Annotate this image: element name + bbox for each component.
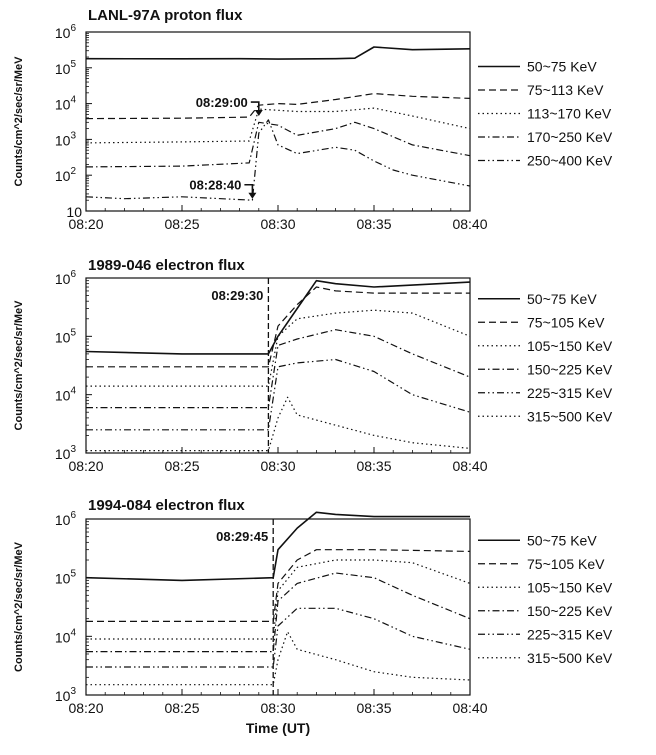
legend-label: 150~225 KeV: [527, 361, 613, 377]
legend-label: 225~315 KeV: [527, 385, 613, 401]
y-tick-label: 106: [55, 23, 77, 41]
x-tick-label: 08:35: [356, 458, 391, 474]
series-line-5: [86, 358, 471, 431]
legend-label: 113~170 KeV: [527, 106, 612, 122]
y-tick-label: 104: [55, 627, 77, 645]
legend-label: 105~150 KeV: [527, 579, 613, 595]
series-line-2: [86, 286, 470, 368]
y-tick-label: 104: [55, 95, 77, 113]
y-axis-label: Counts/cm^2/sec/sr/MeV: [13, 541, 25, 672]
series-line-6: [86, 396, 471, 452]
legend-label: 50~75 KeV: [527, 59, 597, 75]
legend-label: 150~225 KeV: [527, 603, 613, 619]
y-tick-label: 103: [55, 444, 77, 462]
y-tick-label: 103: [55, 686, 77, 704]
series-line-2: [86, 549, 471, 623]
onset-arrowhead: [248, 192, 257, 199]
x-tick-label: 08:35: [356, 216, 391, 232]
y-tick-label: 104: [55, 386, 77, 404]
x-tick-label: 08:40: [452, 216, 487, 232]
y-tick-label: 105: [55, 59, 77, 77]
x-tick-label: 08:30: [260, 458, 295, 474]
legend-label: 170~250 KeV: [527, 129, 613, 145]
y-tick-label: 105: [55, 569, 77, 587]
onset-label: 08:28:40: [189, 178, 241, 193]
x-tick-label: 08:25: [164, 700, 199, 716]
x-tick-label: 08:40: [452, 700, 487, 716]
legend-label: 315~500 KeV: [527, 408, 613, 424]
y-tick-label: 105: [55, 327, 77, 345]
x-axis-label: Time (UT): [246, 720, 310, 736]
panel-title: 1994-084 electron flux: [88, 497, 245, 514]
panel-2: 1989-046 electron flux 103 104 105 106 08:20 0…: [13, 257, 613, 474]
y-axis-label: Counts/cm^2/sec/sr/MeV: [13, 56, 25, 187]
series-line-4: [85, 121, 471, 168]
series-line-3: [86, 559, 471, 640]
legend-label: 75~105 KeV: [527, 314, 605, 330]
onset-label: 08:29:00: [196, 95, 248, 110]
x-tick-label: 08:30: [260, 216, 295, 232]
x-tick-label: 08:20: [68, 458, 103, 474]
x-tick-label: 08:20: [68, 216, 103, 232]
series-line-4: [86, 572, 471, 653]
x-tick-label: 08:25: [164, 458, 199, 474]
y-tick-label: 106: [55, 510, 77, 528]
y-tick-label: 102: [55, 166, 77, 184]
panel-title: 1989-046 electron flux: [88, 257, 245, 274]
x-tick-label: 08:30: [260, 700, 295, 716]
onset-arrow: [244, 183, 254, 195]
y-tick-label: 10: [66, 204, 82, 220]
onset-label: 08:29:45: [216, 529, 268, 544]
legend-label: 315~500 KeV: [527, 650, 613, 666]
legend-label: 225~315 KeV: [527, 626, 613, 642]
legend-label: 50~75 KeV: [527, 291, 597, 307]
x-tick-label: 08:20: [68, 700, 103, 716]
series-line-1: [85, 46, 471, 60]
series-line-4: [86, 329, 471, 409]
y-axis-label: Counts/cm^2/sec/sr/MeV: [13, 300, 25, 431]
plot-frame: [85, 277, 471, 454]
panel-title: LANL-97A proton flux: [88, 7, 243, 24]
onset-arrow: [250, 101, 260, 113]
series-line-5: [86, 607, 471, 668]
legend-label: 75~113 KeV: [527, 82, 604, 98]
x-tick-label: 08:40: [452, 458, 487, 474]
onset-arrowhead: [254, 110, 263, 117]
panel-1: LANL-97A proton flux 10 102 103 104 105 106 08:…: [13, 7, 613, 232]
series-line-1: [85, 511, 470, 582]
series-line-5: [85, 119, 471, 201]
legend-label: 50~75 KeV: [527, 532, 597, 548]
legend-label: 250~400 KeV: [527, 153, 613, 169]
legend-label: 75~105 KeV: [527, 556, 605, 572]
series-line-3: [85, 107, 471, 144]
series-line-2: [85, 92, 471, 120]
x-tick-label: 08:35: [356, 700, 391, 716]
onset-label: 08:29:30: [211, 288, 263, 303]
y-tick-label: 103: [55, 130, 77, 148]
series-line-6: [86, 631, 471, 686]
panel-3: 1994-084 electron flux 103 104 105 106 08:20 0…: [13, 497, 613, 736]
x-tick-label: 08:25: [164, 216, 199, 232]
y-tick-label: 106: [55, 269, 77, 287]
legend-label: 105~150 KeV: [527, 338, 613, 354]
series-line-1: [85, 279, 471, 355]
